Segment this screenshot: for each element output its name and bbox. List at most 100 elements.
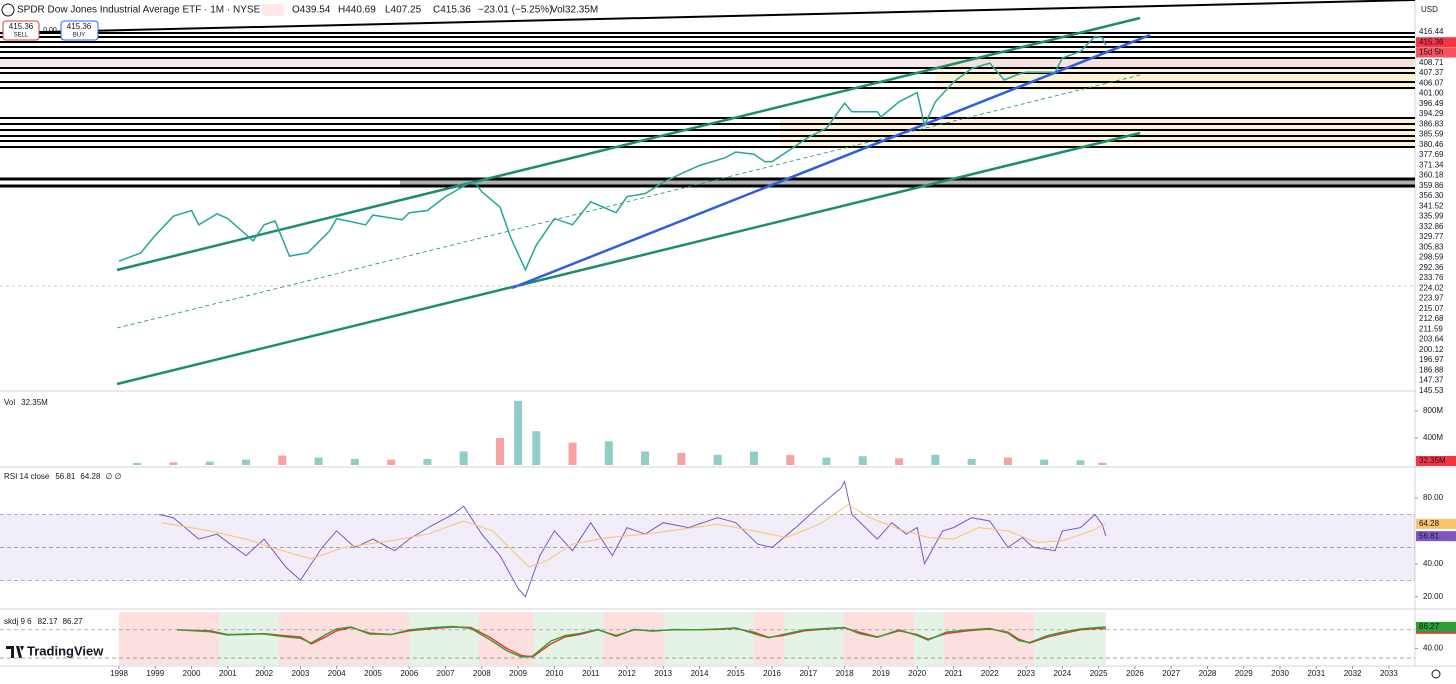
price-label: 147.37 <box>1419 376 1444 385</box>
volume-bar <box>786 454 795 465</box>
volume-bar <box>822 457 831 465</box>
price-label-box <box>1416 375 1456 386</box>
volume-bar <box>459 451 468 465</box>
price-label-box <box>1416 129 1456 140</box>
price-label-box <box>1416 344 1456 355</box>
price-label: 335.99 <box>1419 212 1444 221</box>
y-tick-label: 400M <box>1423 433 1443 442</box>
last-value-box <box>1416 456 1456 466</box>
volume-bar <box>1003 457 1012 465</box>
volume-bar <box>350 458 359 465</box>
buy-button[interactable] <box>60 20 99 41</box>
legend-value: 56.81 <box>55 472 76 481</box>
settings-button[interactable] <box>1431 669 1441 679</box>
volume-bar <box>1098 462 1107 465</box>
price-label: 360.18 <box>1419 171 1444 180</box>
legend-value: 86.27 <box>63 617 84 626</box>
price-label: 408.71 <box>1419 58 1444 67</box>
legend-value: ∅ ∅ <box>105 472 121 481</box>
price-label: 329.77 <box>1419 232 1444 241</box>
x-tick-label: 2029 <box>1235 669 1253 678</box>
y-tick-label: 20.00 <box>1423 592 1444 601</box>
price-label: 377.69 <box>1419 150 1444 159</box>
price-label-box <box>1416 314 1456 324</box>
volume-bar <box>1040 459 1049 465</box>
price-label: 233.76 <box>1419 273 1444 282</box>
x-tick-label: 2022 <box>981 669 999 678</box>
series-line <box>177 625 1106 658</box>
volume-bar <box>568 442 577 465</box>
x-tick-label: 2005 <box>364 669 382 678</box>
price-label-box <box>1416 252 1456 263</box>
price-label: 145.53 <box>1419 386 1444 395</box>
price-label-box <box>1416 293 1456 304</box>
price-label-box <box>1416 27 1456 37</box>
sell-button[interactable] <box>2 20 40 41</box>
x-tick-label: 2031 <box>1307 669 1325 678</box>
spread: 0.00 <box>43 27 57 34</box>
flag-button[interactable] <box>262 4 284 16</box>
x-tick-label: 2001 <box>219 669 237 678</box>
volume-bar <box>749 451 758 465</box>
price-label-box <box>1416 68 1456 78</box>
x-tick-label: 2004 <box>328 669 346 678</box>
x-tick-label: 2032 <box>1344 669 1362 678</box>
price-label: 215.07 <box>1419 304 1444 313</box>
price-label-box <box>1416 170 1456 181</box>
price-label-box <box>1416 211 1456 222</box>
x-tick-label: 2010 <box>545 669 563 678</box>
volume-bar <box>423 458 432 465</box>
price-label-box <box>1416 139 1456 150</box>
panel-title: RSI 14 close <box>4 472 50 481</box>
price-label-box <box>1416 160 1456 171</box>
volume-bar <box>169 462 178 465</box>
volume-bar <box>641 451 650 465</box>
panel-title: skdj 9 6 <box>4 617 32 626</box>
panel-frames <box>0 0 1456 667</box>
volume-bar <box>895 458 904 465</box>
x-tick-label: 2002 <box>255 669 273 678</box>
price-label-box <box>1416 109 1456 119</box>
price-label-box <box>1416 221 1456 232</box>
volume-bar <box>241 459 250 465</box>
ohlc-high: H440.69 <box>338 5 376 16</box>
y-tick-label: 40.00 <box>1423 559 1444 568</box>
x-tick-label: 1999 <box>146 669 164 678</box>
volume-bar <box>677 452 686 465</box>
symbol-icon <box>1 3 15 17</box>
x-tick-label: 2014 <box>691 669 709 678</box>
price-label-box <box>1416 201 1456 212</box>
x-tick-label: 2015 <box>727 669 745 678</box>
panel-2: 80.00 40.00 20.00 RSI 14 close 56.81 64.28 ∅ ∅… <box>0 472 1456 601</box>
price-label-box <box>1416 324 1456 335</box>
price-label-box <box>1416 262 1456 273</box>
x-tick-label: 2009 <box>509 669 527 678</box>
volume-bar <box>514 400 523 465</box>
currency: USD <box>1421 5 1438 14</box>
price-label: 386.83 <box>1419 119 1444 128</box>
price-label: 200.12 <box>1419 345 1444 354</box>
price-label-box <box>1416 273 1456 283</box>
last-value-label: 56.81 <box>1419 531 1440 540</box>
price-label: 186.88 <box>1419 365 1444 374</box>
series-line <box>158 480 1107 598</box>
volume-bar <box>858 456 867 465</box>
price-label: 356.30 <box>1419 191 1444 200</box>
x-tick-label: 2008 <box>473 669 491 678</box>
chart-title: SPDR Dow Jones Industrial Average ETF · … <box>17 5 283 16</box>
x-tick-label: 2013 <box>654 669 672 678</box>
sell-price: 415.36 <box>9 22 34 31</box>
ohlc-change: −23.01 (−5.25%) <box>478 5 553 16</box>
volume-bar <box>713 454 722 465</box>
price-label: 385.59 <box>1419 130 1444 139</box>
price-label-box <box>1416 191 1456 201</box>
x-tick-label: 2003 <box>292 669 310 678</box>
price-label: 292.36 <box>1419 263 1444 272</box>
price-label: 298.59 <box>1419 253 1444 262</box>
price-label: 401.00 <box>1419 89 1444 98</box>
price-label: 203.64 <box>1419 335 1444 344</box>
price-label: 223.97 <box>1419 294 1444 303</box>
price-label-box <box>1416 385 1456 396</box>
